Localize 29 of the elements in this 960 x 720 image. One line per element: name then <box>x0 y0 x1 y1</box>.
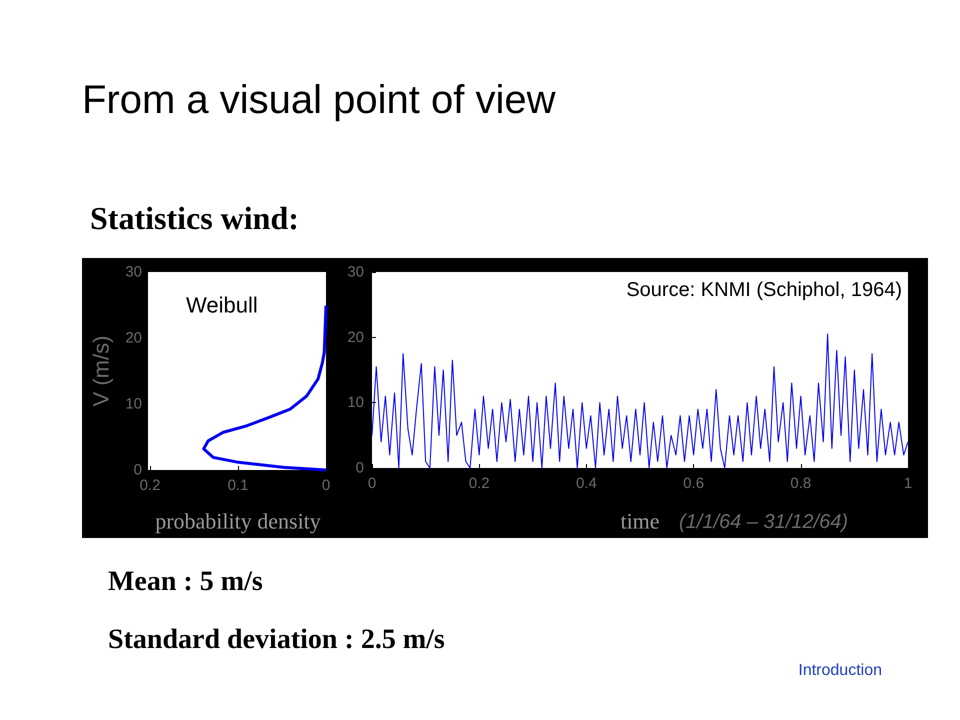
x-tick-label: 0.6 <box>683 475 704 492</box>
text: (1/1/64 – 31/12/64) <box>679 511 848 533</box>
x-tick-label: 0.2 <box>140 477 160 494</box>
x-tick-label: 1 <box>904 475 912 492</box>
y-tick-label: 0 <box>356 460 364 476</box>
y-tick-label: 30 <box>347 264 364 280</box>
y-tick-label: 10 <box>125 396 142 412</box>
x-tick-label: 0 <box>368 475 376 492</box>
y-tick-label: 30 <box>125 264 142 280</box>
annotation: Source: KNMI (Schiphol, 1964) <box>626 279 902 301</box>
x-tick-label: 0.2 <box>468 475 490 492</box>
line-series <box>372 334 908 468</box>
text: Introduction <box>798 662 882 680</box>
text: Mean : 5 m/s <box>108 566 263 598</box>
annotation: Weibull <box>186 292 258 318</box>
x-tick-label: 0 <box>322 477 330 494</box>
x-axis-title: probability density <box>155 508 321 534</box>
x-tick-label: 0.8 <box>790 475 812 492</box>
x-tick-label: 0.1 <box>228 477 248 494</box>
y-tick-label: 0 <box>134 462 142 478</box>
x-tick-label: 0.4 <box>576 475 597 492</box>
y-tick-label: 20 <box>125 330 142 346</box>
chart-subtitle: Statistics wind: <box>90 200 299 237</box>
y-tick-label: 10 <box>347 394 364 412</box>
y-tick-label: 20 <box>347 328 364 346</box>
chart-title: From a visual point of view <box>82 78 556 123</box>
x-axis-title: time <box>620 508 660 534</box>
text: Standard deviation : 2.5 m/s <box>108 624 445 656</box>
y-axis-title: V (m/s) <box>88 336 114 406</box>
